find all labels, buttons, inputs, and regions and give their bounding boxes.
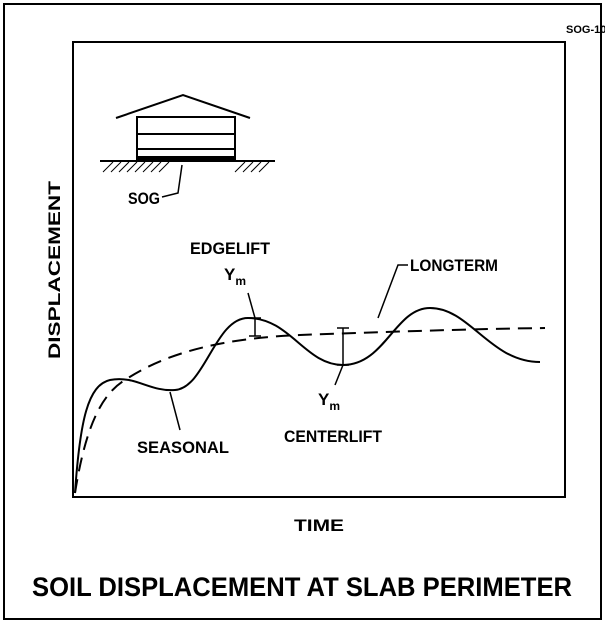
edgelift-label: EDGELIFT [190,239,271,258]
drawing-code: SOG-103 [566,24,605,36]
diagram-title: SOIL DISPLACEMENT AT SLAB PERIMETER [32,572,572,602]
ym-subscript: m [235,274,246,288]
diagram: SOG-103 SOG DISPLACEMENT TIME EDGELIFT [0,0,605,623]
ym-symbol: Y [224,265,236,284]
ym-subscript: m [329,399,340,413]
longterm-label: LONGTERM [410,256,498,275]
sog-label: SOG [128,189,160,208]
y-axis-label: DISPLACEMENT [45,180,64,359]
centerlift-label: CENTERLIFT [284,427,383,446]
ym-symbol: Y [318,390,330,409]
seasonal-label: SEASONAL [137,438,229,457]
x-axis-label: TIME [294,516,344,535]
